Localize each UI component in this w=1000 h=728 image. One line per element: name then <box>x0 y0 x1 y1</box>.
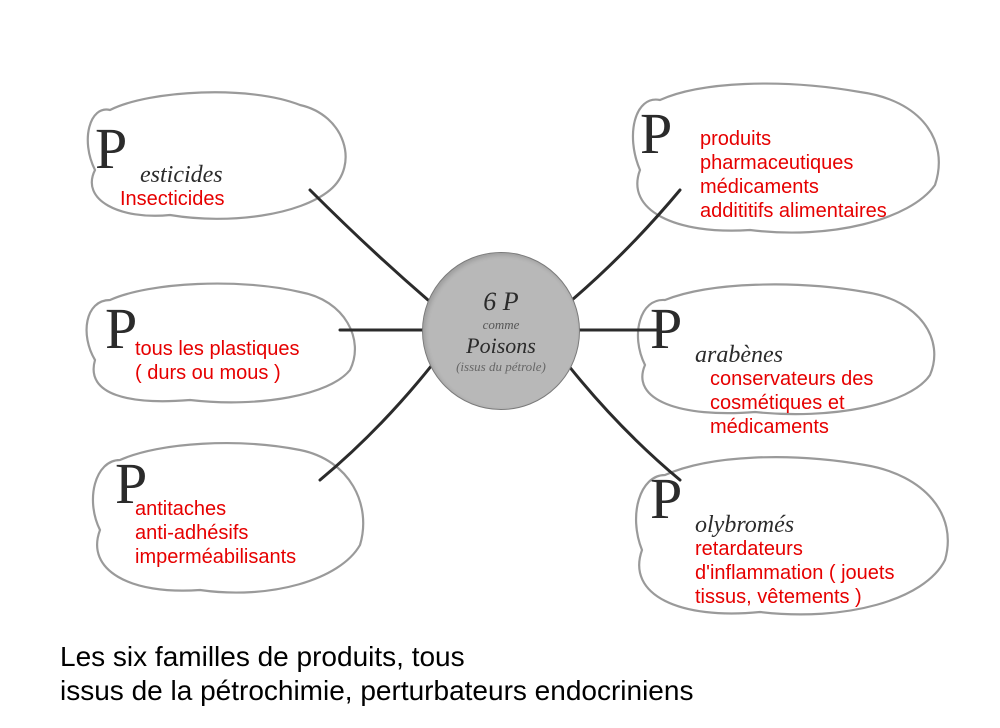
center-subtitle-2: (issus du pétrole) <box>456 359 546 375</box>
center-word: Poisons <box>466 333 536 359</box>
connector-line <box>568 365 680 480</box>
node-title: olybromés <box>695 512 794 539</box>
node-description-line: antitaches <box>135 498 226 521</box>
center-node: 6 P comme Poisons (issus du pétrole) <box>422 252 580 410</box>
node-description-line: imperméabilisants <box>135 546 296 569</box>
center-subtitle-1: comme <box>483 317 520 333</box>
caption-line: Les six familles de produits, tous <box>60 640 693 674</box>
node-description-line: d'inflammation ( jouets <box>695 562 894 585</box>
node-description-line: ( durs ou mous ) <box>135 362 281 385</box>
caption-line: issus de la pétrochimie, perturbateurs e… <box>60 674 693 708</box>
node-description-line: pharmaceutiques <box>700 152 853 175</box>
node-description-line: produits <box>700 128 771 151</box>
connector-line <box>572 190 680 300</box>
node-description-line: conservateurs des <box>710 368 873 391</box>
node-title: arabènes <box>695 342 783 369</box>
node-description-line: médicaments <box>700 176 819 199</box>
caption: Les six familles de produits, tousissus … <box>60 640 693 708</box>
connector-line <box>310 190 428 300</box>
node-description-line: cosmétiques et <box>710 392 845 415</box>
node-description-line: addititifs alimentaires <box>700 200 887 223</box>
node-description-line: tissus, vêtements ) <box>695 586 862 609</box>
node-letter-p: P <box>650 295 682 362</box>
node-description-line: retardateurs <box>695 538 803 561</box>
node-description-line: tous les plastiques <box>135 338 300 361</box>
node-letter-p: P <box>650 465 682 532</box>
node-description-line: médicaments <box>710 416 829 439</box>
node-letter-p: P <box>95 115 127 182</box>
center-title: 6 P <box>483 287 518 317</box>
node-description-line: anti-adhésifs <box>135 522 248 545</box>
node-description-line: Insecticides <box>120 188 225 211</box>
diagram-canvas: 6 P comme Poisons (issus du pétrole) Pes… <box>0 0 1000 728</box>
node-title: esticides <box>140 162 223 189</box>
node-letter-p: P <box>105 295 137 362</box>
node-letter-p: P <box>640 100 672 167</box>
connector-line <box>320 365 432 480</box>
